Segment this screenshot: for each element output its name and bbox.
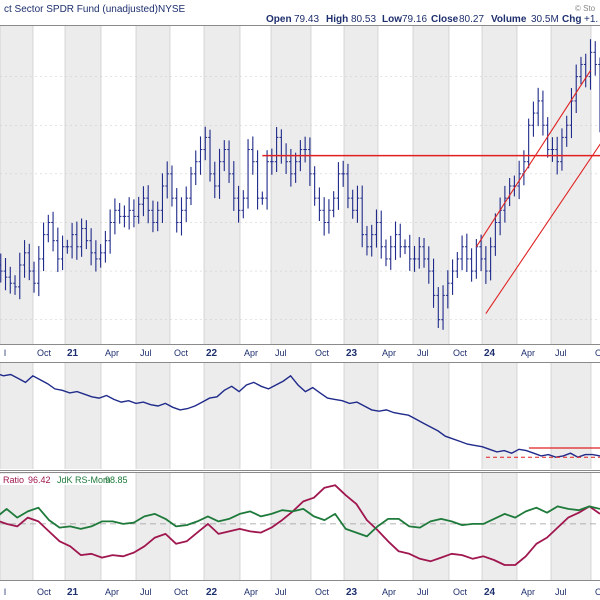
period-band xyxy=(482,472,517,580)
rs-ratio-legend-value: 96.42 xyxy=(28,475,51,485)
x-tick-label: 23 xyxy=(346,348,358,359)
x-tick-label: Apr xyxy=(105,587,119,597)
exchange-label: NYSE xyxy=(158,4,186,15)
x-tick-label: Apr xyxy=(382,348,396,358)
period-band xyxy=(551,472,591,580)
chg-label: Chg xyxy=(562,14,581,25)
period-band xyxy=(271,362,311,469)
grid-lines xyxy=(0,25,600,580)
x-tick-label: Oct xyxy=(174,348,189,358)
period-band xyxy=(271,472,311,580)
rs-momentum-line xyxy=(0,505,600,538)
x-tick-label: Jul xyxy=(275,587,287,597)
period-band xyxy=(413,362,449,469)
time-bands xyxy=(0,25,591,580)
relative-strength-line xyxy=(0,373,600,458)
x-tick-label: Apr xyxy=(244,348,258,358)
period-band xyxy=(0,25,33,344)
x-tick-label: l xyxy=(4,587,6,597)
price-panel xyxy=(0,39,600,330)
rs-mom-legend-label: JdK RS-Mom xyxy=(57,475,111,485)
trend-line xyxy=(485,143,600,314)
rrg-legend-bg xyxy=(0,474,128,485)
period-band xyxy=(482,25,517,344)
rrg-legend: Ratio 96.42 JdK RS-Mom 98.85 xyxy=(0,474,128,485)
period-band xyxy=(65,362,101,469)
x-tick-label: Apr xyxy=(521,348,535,358)
low-label: Low xyxy=(382,14,402,25)
x-tick-label: Oct xyxy=(37,348,52,358)
watermark: © Sto xyxy=(575,4,596,13)
rs-ratio-line xyxy=(0,484,600,566)
x-tick-label: Oct xyxy=(595,348,600,358)
period-band xyxy=(65,25,101,344)
bottom-x-axis: l Oct 21 Apr Jul Oct 22 Apr Jul Oct 23 Apr Jul Oct 24 A… xyxy=(4,587,600,598)
x-tick-label: Jul xyxy=(140,348,152,358)
low-value: 79.16 xyxy=(402,14,427,25)
x-tick-label: Jul xyxy=(555,587,567,597)
period-band xyxy=(413,472,449,580)
x-tick-label: Oct xyxy=(453,587,468,597)
period-band xyxy=(136,362,170,469)
close-value: 80.27 xyxy=(459,14,484,25)
x-tick-label: Oct xyxy=(174,587,189,597)
x-tick-label: 23 xyxy=(346,587,358,598)
x-tick-label: 24 xyxy=(484,587,496,598)
x-tick-label: Oct xyxy=(315,587,330,597)
relative-strength-panel xyxy=(0,373,600,458)
x-tick-label: Oct xyxy=(37,587,52,597)
x-tick-label: 21 xyxy=(67,587,79,598)
volume-value: 30.5M xyxy=(531,14,559,25)
x-tick-label: 22 xyxy=(206,587,218,598)
period-band xyxy=(344,362,378,469)
high-label: High xyxy=(326,14,348,25)
x-tick-label: Oct xyxy=(315,348,330,358)
trend-lines xyxy=(262,70,600,314)
chart-title: ct Sector SPDR Fund (unadjusted) xyxy=(4,4,158,15)
x-tick-label: 22 xyxy=(206,348,218,359)
close-label: Close xyxy=(431,14,459,25)
x-tick-label: Apr xyxy=(521,587,535,597)
trend-line xyxy=(475,70,591,248)
x-tick-label: 21 xyxy=(67,348,79,359)
x-tick-label: Apr xyxy=(244,587,258,597)
high-value: 80.53 xyxy=(351,14,376,25)
period-band xyxy=(551,25,591,344)
period-band xyxy=(136,472,170,580)
rrg-indicator-panel xyxy=(0,484,600,566)
x-tick-label: l xyxy=(4,348,6,358)
period-band xyxy=(551,362,591,469)
x-tick-label: Jul xyxy=(417,587,429,597)
rs-ratio-legend-label: Ratio xyxy=(3,475,24,485)
volume-label: Volume xyxy=(491,14,527,25)
open-value: 79.43 xyxy=(294,14,319,25)
panel-frames xyxy=(0,25,600,581)
x-tick-label: 24 xyxy=(484,348,496,359)
period-band xyxy=(136,25,170,344)
open-label: Open xyxy=(266,14,292,25)
period-band xyxy=(204,25,240,344)
period-band xyxy=(204,362,240,469)
x-tick-label: Apr xyxy=(382,587,396,597)
price-x-axis: l Oct 21 Apr Jul Oct 22 Apr Jul Oct 23 Apr Jul Oct 24 A… xyxy=(4,348,600,359)
x-tick-label: Jul xyxy=(275,348,287,358)
chg-value: +1. xyxy=(584,14,598,25)
x-tick-label: Oct xyxy=(453,348,468,358)
rs-mom-legend-value: 98.85 xyxy=(105,475,128,485)
x-tick-label: Jul xyxy=(417,348,429,358)
period-band xyxy=(344,25,378,344)
x-tick-label: Jul xyxy=(555,348,567,358)
x-tick-label: Jul xyxy=(140,587,152,597)
x-tick-label: Oct xyxy=(595,587,600,597)
x-tick-label: Apr xyxy=(105,348,119,358)
